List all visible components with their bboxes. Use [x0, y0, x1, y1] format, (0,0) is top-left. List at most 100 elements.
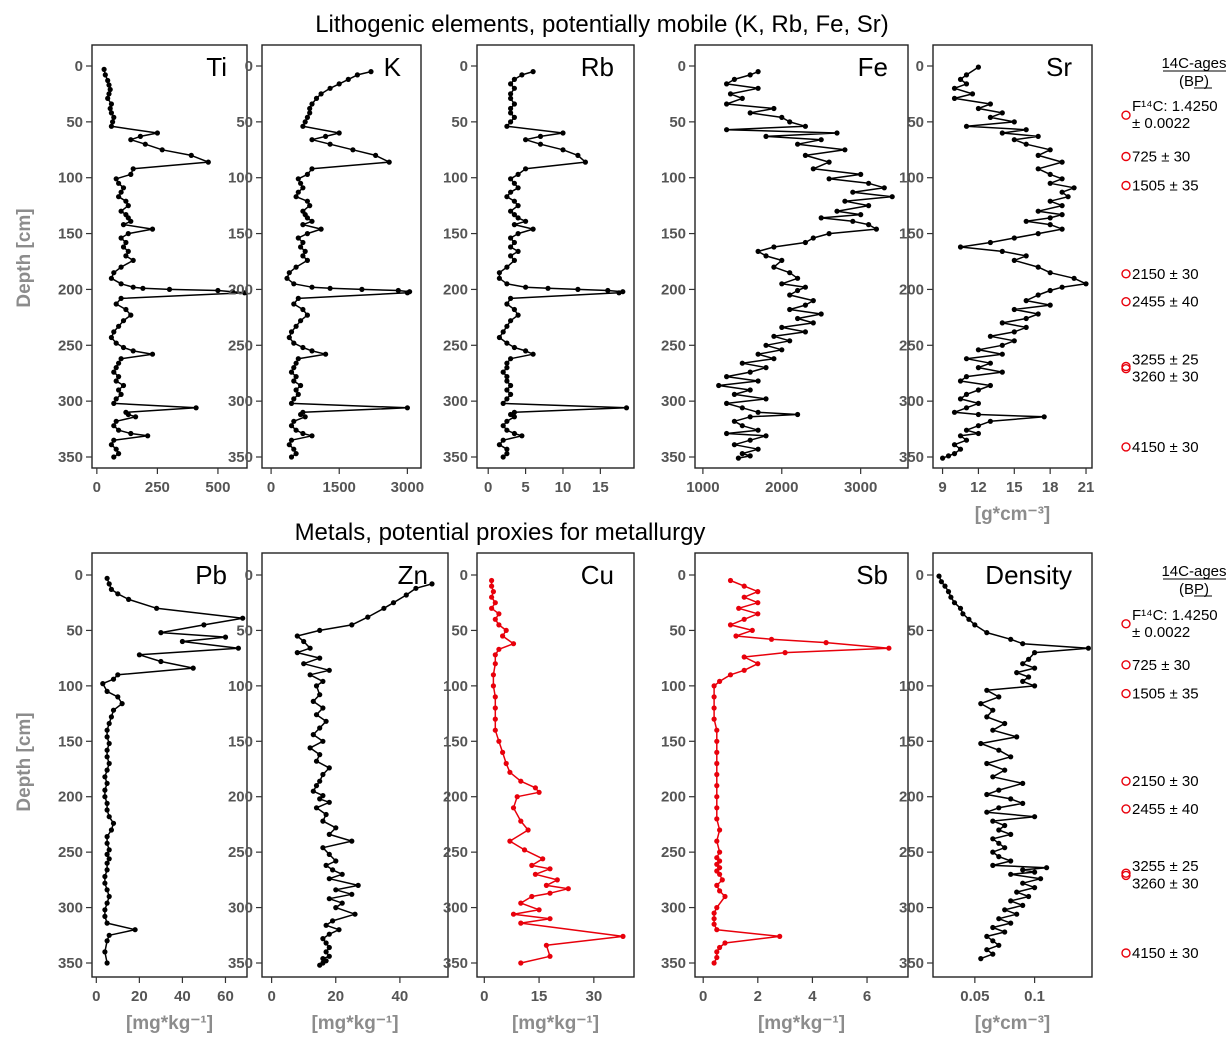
density-data-point	[1026, 674, 1032, 680]
age-sample-marker	[1121, 442, 1131, 452]
pb-data-point	[106, 893, 112, 900]
ti-plot-frame	[91, 44, 248, 469]
sr-data-point	[975, 430, 982, 437]
ti-data-point	[111, 437, 117, 443]
density-data-point	[1002, 822, 1008, 829]
sb-data-point	[714, 882, 720, 889]
sb-data-point	[823, 640, 829, 646]
pb-data-point	[102, 774, 108, 780]
sr-data-point	[1035, 133, 1041, 139]
pb-panel: 0 50 100 150 200 250 300 350 0 20 40 60 Pb [mg*kg⁻¹]	[58, 552, 248, 1034]
cu-data-point	[532, 871, 539, 877]
fe-data-point	[850, 189, 856, 195]
sb-data-point	[722, 940, 728, 946]
ti-xtick-label: 500	[205, 479, 230, 496]
zn-data-point	[320, 845, 326, 851]
fe-data-point	[724, 101, 730, 107]
k-data-point	[318, 91, 324, 97]
pb-data-point	[222, 634, 229, 640]
ti-data-point	[111, 329, 117, 335]
fe-data-point	[747, 437, 753, 443]
cu-xtick-label: 30	[585, 988, 602, 1005]
rb-xtick-label: 5	[521, 479, 529, 496]
density-data-point	[1032, 814, 1038, 820]
k-data-point	[404, 290, 410, 296]
sr-data-point	[1011, 338, 1017, 344]
rb-data-point	[523, 166, 529, 172]
age-label: 2455 ± 40	[1132, 801, 1199, 818]
ti-data-point	[142, 141, 148, 147]
k-data-point	[284, 275, 290, 281]
rb-data-point	[508, 95, 514, 101]
fe-data-point	[795, 275, 801, 281]
ti-ytick-label: 50	[66, 114, 83, 131]
pb-data-point	[106, 847, 112, 853]
density-data-point	[1020, 780, 1026, 787]
ti-data-point	[120, 185, 127, 191]
zn-data-point	[313, 783, 320, 789]
ti-data-point	[113, 340, 119, 346]
sb-data-point	[727, 672, 734, 678]
sr-data-point	[1059, 212, 1065, 218]
rb-data-point	[511, 239, 517, 246]
cu-data-point	[492, 716, 498, 722]
sb-data-point	[727, 577, 734, 584]
fe-ytick-label: 350	[661, 449, 686, 466]
rb-data-point	[511, 306, 517, 313]
rb-data-point	[508, 105, 514, 112]
k-data-point	[300, 306, 306, 313]
sr-ytick-label: 100	[899, 170, 924, 187]
rb-data-point	[511, 114, 517, 120]
sr-data-point	[1047, 222, 1053, 228]
zn-xtick-label: 20	[327, 988, 344, 1005]
age-label: 725 ± 30	[1132, 149, 1190, 166]
rb-data-point	[500, 423, 506, 429]
k-data-point	[304, 312, 310, 318]
pb-data-point	[158, 658, 164, 665]
pb-data-point	[102, 873, 108, 880]
ti-data-point	[111, 400, 117, 406]
sr-data-point	[975, 411, 982, 418]
sb-data-point	[741, 654, 747, 660]
ti-data-point	[125, 248, 131, 254]
age-header-unit: (BP)	[1179, 581, 1209, 598]
fe-data-point	[724, 127, 730, 133]
fe-data-point	[747, 110, 753, 116]
sr-data-point	[999, 342, 1005, 348]
sb-data-point	[711, 960, 717, 966]
zn-data-point	[326, 896, 332, 902]
sr-data-point	[1011, 137, 1017, 143]
sr-data-point	[987, 333, 994, 339]
fe-data-point	[834, 130, 840, 136]
density-data-point	[1014, 734, 1020, 740]
cu-data-point	[543, 942, 550, 948]
zn-data-point	[326, 876, 332, 882]
zn-data-point	[326, 944, 332, 951]
sr-data-point	[987, 114, 994, 120]
cu-data-point	[518, 900, 524, 906]
fe-series-line	[717, 70, 893, 459]
fe-data-point	[787, 306, 793, 313]
pb-data-point	[104, 834, 110, 840]
pb-data-point	[106, 856, 112, 862]
ti-data-point	[118, 295, 124, 301]
pb-data-point	[104, 575, 110, 581]
sb-ytick-label: 300	[661, 900, 686, 917]
sb-data-point	[717, 871, 723, 877]
ti-data-point	[118, 208, 124, 214]
sr-data-point	[999, 320, 1005, 326]
sb-data-point	[717, 827, 723, 833]
k-data-point	[336, 130, 342, 136]
cu-data-point	[492, 600, 498, 606]
rb-ytick-label: 150	[443, 226, 468, 243]
sb-data-point	[714, 771, 720, 778]
zn-data-point	[349, 891, 355, 897]
zn-data-point	[323, 940, 329, 946]
ti-xtick-label: 250	[145, 479, 170, 496]
ti-data-point	[111, 369, 117, 375]
density-data-point	[960, 611, 966, 617]
ti-data-point	[125, 231, 131, 237]
sr-data-point	[963, 374, 970, 380]
k-ytick-label: 150	[228, 226, 253, 243]
fe-data-point	[810, 320, 816, 326]
